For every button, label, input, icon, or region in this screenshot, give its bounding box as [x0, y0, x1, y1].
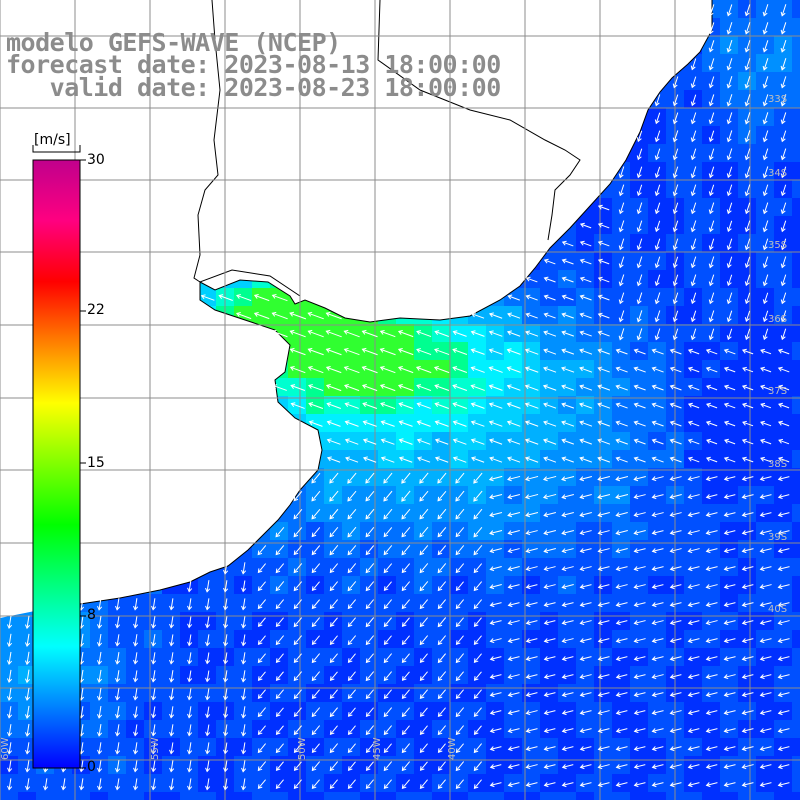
lat-label: 38S [768, 459, 787, 470]
title-valid-date: valid date: 2023-08-23 18:00:00 [6, 73, 502, 102]
lon-label: 55W [150, 737, 161, 760]
lat-label: 33S [768, 94, 787, 105]
lat-label: 34S [768, 168, 787, 179]
lon-label: 40W [447, 737, 458, 760]
colorbar-unit: [m/s] [34, 132, 71, 148]
colorbar-tick-8: 8 [87, 607, 96, 623]
lon-label: 45W [372, 737, 383, 760]
coastline [39, 0, 713, 611]
title-forecast-date: forecast date: 2023-08-13 18:00:00 [6, 50, 501, 79]
colorbar [32, 145, 86, 769]
title-model: modelo GEFS-WAVE (NCEP) [6, 28, 341, 57]
lat-label: 39S [768, 532, 787, 543]
land-mask [0, 0, 712, 618]
colorbar-tick-22: 22 [87, 302, 105, 318]
lon-label: 50W [297, 737, 308, 760]
wind-vectors [6, 4, 790, 791]
colorbar-gradient [32, 159, 81, 769]
lat-label: 40S [768, 604, 787, 615]
colorbar-tick-0: 0 [87, 759, 96, 775]
lat-label: 35S [768, 240, 787, 251]
colorbar-tick-30: 30 [87, 152, 105, 168]
lon-label: 60W [0, 737, 11, 760]
grid-labels: 60W 55W 50W 45W 40W 33S 34S 35S 36S 37S 38S 39S 40S [0, 94, 787, 760]
lat-label: 37S [768, 386, 787, 397]
colorbar-tick-15: 15 [87, 455, 105, 471]
lat-label: 36S [768, 314, 787, 325]
